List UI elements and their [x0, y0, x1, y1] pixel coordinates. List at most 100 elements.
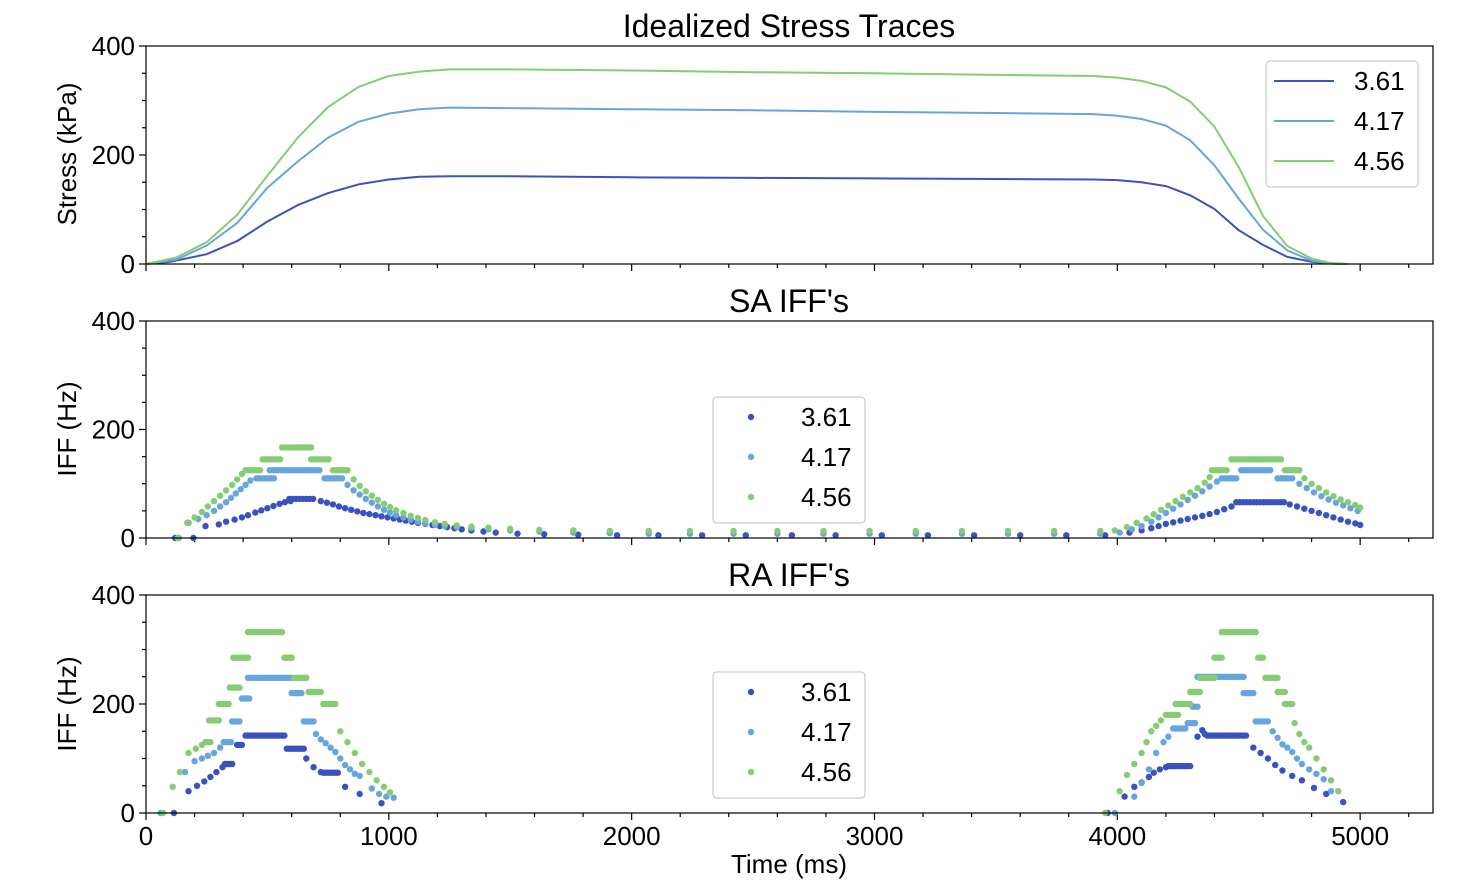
- sa-point-2-98: [1223, 467, 1230, 474]
- ra-point-2-82: [1148, 728, 1155, 735]
- ra-point-1-74: [1182, 725, 1189, 732]
- ra-point-0-4: [207, 773, 214, 781]
- ra-point-1-113: [1269, 728, 1276, 735]
- sa-point-2-54: [386, 503, 394, 511]
- ra-point-2-75: [386, 789, 394, 796]
- sa-point-0-93: [1286, 501, 1293, 508]
- sa-point-1-4: [210, 507, 218, 515]
- ra-point-1-81: [1194, 703, 1201, 710]
- ra-y-axis-label: IFF (Hz): [52, 656, 82, 751]
- ra-point-2-79: [1131, 760, 1138, 768]
- ra-point-2-81: [1143, 738, 1150, 746]
- sa-point-1-50: [380, 506, 388, 513]
- sa-point-2-63: [468, 523, 475, 530]
- sa-point-2-84: [1150, 510, 1157, 518]
- sa-point-0-76: [1221, 506, 1228, 513]
- sa-point-2-124: [1308, 480, 1315, 487]
- sa-point-1-5: [216, 503, 224, 510]
- ra-point-1-14: [236, 718, 243, 725]
- ra-point-2-1: [169, 783, 176, 790]
- ra-point-1-114: [1274, 734, 1281, 741]
- sa-point-2-68: [606, 527, 613, 535]
- ra-point-2-30: [244, 654, 252, 661]
- ra-point-1-117: [1289, 748, 1296, 756]
- sa-point-2-82: [1133, 519, 1140, 526]
- sa-legend-marker-417: [747, 453, 755, 461]
- sa-point-2-59: [422, 516, 429, 524]
- ra-legend-label-361: 3.61: [801, 677, 852, 707]
- ra-point-0-92: [1264, 755, 1272, 762]
- ra-point-2-152: [1327, 777, 1335, 784]
- sa-point-0-69: [1170, 519, 1177, 526]
- ra-point-1-116: [1284, 744, 1291, 751]
- ra-point-1-6: [216, 744, 224, 751]
- sa-panel: SA IFF's IFF (Hz) 0 200 400 3.61 4.17 4.56: [52, 283, 1434, 553]
- ra-point-0-93: [1272, 761, 1279, 769]
- sa-legend-frame: [712, 396, 866, 524]
- ra-point-2-45: [278, 628, 286, 636]
- sa-point-2-9: [233, 476, 241, 483]
- ra-point-1-119: [1298, 760, 1306, 768]
- sa-point-2-3: [198, 508, 206, 516]
- sa-point-0-62: [1063, 532, 1070, 539]
- ra-point-2-13: [215, 717, 222, 724]
- ra-point-2-153: [1335, 788, 1342, 795]
- ra-point-1-59: [375, 790, 383, 798]
- y-tick-label-stress-0: 0: [121, 249, 135, 279]
- ra-point-1-112: [1264, 718, 1272, 725]
- ra-point-2-90: [1174, 711, 1182, 719]
- y-tick-label-sa-400: 400: [92, 306, 135, 336]
- x-tick-label-5000: 5000: [1331, 821, 1389, 851]
- sa-point-0-27: [341, 505, 349, 512]
- sa-point-1-43: [338, 475, 346, 482]
- ra-point-1-65: [1145, 766, 1153, 773]
- sa-point-2-4: [204, 503, 212, 510]
- sa-point-1-46: [356, 491, 363, 498]
- stress-legend: 3.61 4.17 4.56: [1265, 60, 1419, 188]
- sa-point-2-53: [380, 500, 388, 507]
- ra-point-0-99: [1340, 798, 1347, 806]
- sa-point-1-11: [247, 477, 254, 484]
- sa-point-2-73: [820, 527, 827, 535]
- ra-point-2-2: [176, 768, 184, 776]
- ra-point-1-50: [322, 740, 329, 747]
- sa-point-2-86: [1165, 502, 1172, 509]
- ra-point-1-101: [1240, 673, 1247, 680]
- sa-point-2-64: [485, 524, 492, 531]
- ra-point-0-2: [193, 782, 201, 789]
- ra-point-0-97: [1310, 784, 1318, 792]
- y-tick-label-ra-200: 200: [92, 689, 135, 719]
- sa-point-0-54: [698, 532, 706, 539]
- x-tick-label-1000: 1000: [360, 821, 418, 851]
- ra-point-1-5: [210, 749, 218, 757]
- ra-point-2-67: [332, 700, 339, 708]
- sa-point-0-52: [613, 532, 621, 539]
- sa-point-0-31: [366, 510, 373, 518]
- ra-point-0-69: [1187, 762, 1194, 770]
- ra-axes-frame: [145, 594, 1434, 814]
- ra-point-0-3: [201, 778, 208, 785]
- sa-point-1-95: [1233, 475, 1240, 482]
- sa-point-0-97: [1315, 509, 1323, 517]
- sa-point-0-22: [309, 495, 317, 503]
- ra-legend-label-417: 4.17: [801, 717, 852, 747]
- ra-point-1-53: [337, 755, 344, 762]
- x-axis-label: Time (ms): [731, 849, 847, 879]
- sa-point-1-79: [1138, 522, 1145, 530]
- sa-point-2-127: [1330, 493, 1337, 500]
- sa-point-0-47: [480, 528, 487, 535]
- sa-point-1-85: [1184, 496, 1191, 504]
- ra-point-0-89: [1242, 732, 1250, 739]
- ra-legend-marker-417: [747, 728, 755, 736]
- sa-point-1-120: [1347, 505, 1354, 512]
- ra-point-1-78: [1191, 719, 1199, 727]
- sa-point-2-60: [431, 519, 439, 526]
- ra-point-0-96: [1298, 777, 1306, 784]
- ra-panel-title: RA IFF's: [728, 557, 850, 593]
- ra-point-0-10: [229, 760, 236, 768]
- ra-point-2-84: [1157, 717, 1165, 724]
- sa-point-0-4: [222, 518, 230, 525]
- ra-point-2-141: [1281, 688, 1289, 696]
- sa-plot-area: [171, 444, 1364, 542]
- sa-point-2-65: [507, 525, 514, 532]
